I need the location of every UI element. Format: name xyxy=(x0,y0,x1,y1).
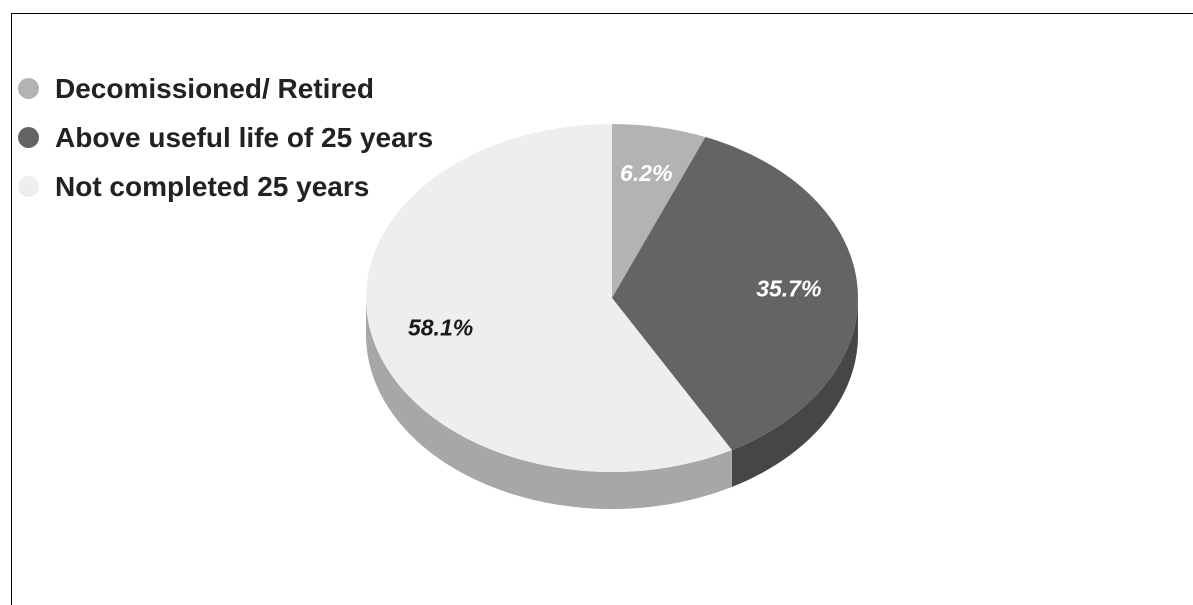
legend-label: Not completed 25 years xyxy=(55,170,370,202)
pie-slices xyxy=(366,124,858,472)
pie-value-labels: 6.2% 35.7% 58.1% xyxy=(408,160,821,340)
legend-item-decommissioned: Decomissioned/ Retired xyxy=(18,64,433,113)
legend-label: Above useful life of 25 years xyxy=(55,121,434,153)
pie-side-1 xyxy=(731,298,858,487)
pie-value-label-1: 35.7% xyxy=(756,276,821,302)
frame-top-border xyxy=(11,13,1193,14)
pie-value-label-0: 6.2% xyxy=(620,160,672,186)
pie-slice-0 xyxy=(612,124,706,298)
frame-left-border xyxy=(11,13,12,605)
pie-side-walls xyxy=(366,298,858,509)
legend-item-not-completed: Not completed 25 years xyxy=(18,162,433,211)
legend-swatch xyxy=(18,176,39,197)
legend-label: Decomissioned/ Retired xyxy=(55,72,374,104)
legend-swatch xyxy=(18,127,39,148)
pie-side-2 xyxy=(366,298,732,509)
pie-slice-1 xyxy=(612,137,858,450)
pie-value-label-2: 58.1% xyxy=(408,315,473,341)
legend-swatch xyxy=(18,78,39,99)
chart-legend: Decomissioned/ Retired Above useful life… xyxy=(18,64,433,211)
pie-slice-2 xyxy=(366,124,732,472)
legend-item-above-useful-life: Above useful life of 25 years xyxy=(18,113,433,162)
